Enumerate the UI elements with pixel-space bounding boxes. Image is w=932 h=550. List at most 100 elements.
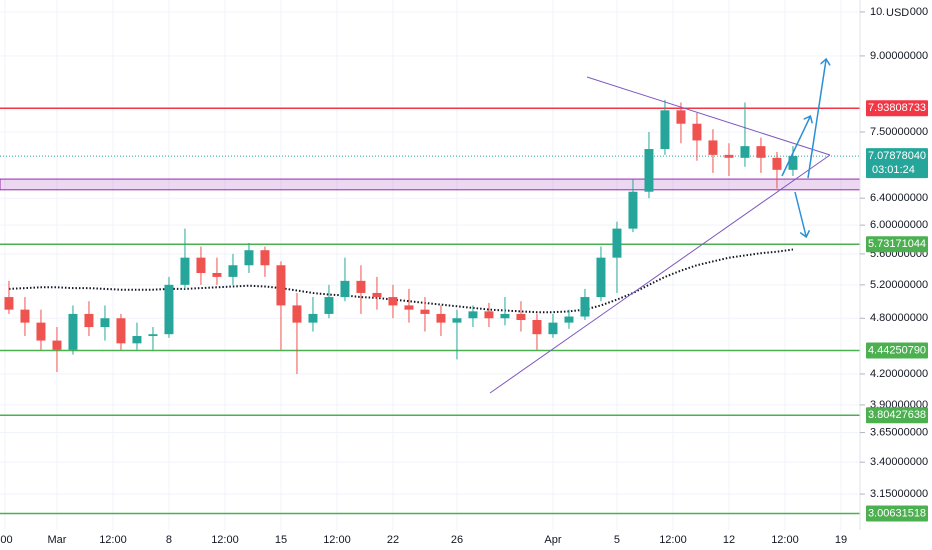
candle-body xyxy=(52,340,62,350)
candle-body xyxy=(644,149,654,192)
currency-bg xyxy=(884,6,910,19)
candle-body xyxy=(260,250,270,266)
level-label: 3.00631518 xyxy=(868,507,926,519)
x-tick-label: 19 xyxy=(835,534,847,546)
x-tick-label: 5 xyxy=(614,534,620,546)
support-trendline xyxy=(489,154,831,394)
x-tick-label: 12:00 xyxy=(99,534,127,546)
candle-body xyxy=(660,110,670,150)
x-tick-label: :00 xyxy=(0,534,13,546)
y-tick-label: 3.65000000 xyxy=(870,426,928,438)
zone xyxy=(0,178,861,191)
candle-body xyxy=(4,297,14,310)
candle-body xyxy=(372,292,382,298)
level-label-bg xyxy=(866,407,928,424)
candle-body xyxy=(100,318,110,328)
candle-body xyxy=(452,318,462,323)
candle-body xyxy=(196,257,206,273)
last-price-label: 7.07878040 xyxy=(868,150,926,162)
candle-body xyxy=(436,313,446,323)
candle-body xyxy=(724,154,734,158)
candle-body xyxy=(68,313,78,350)
y-tick-label: 4.80000000 xyxy=(870,312,928,324)
x-tick-label: 12:00 xyxy=(211,534,239,546)
x-tick-label: 12:00 xyxy=(659,534,687,546)
y-tick-label: 9.00000000 xyxy=(870,50,928,62)
candle-body xyxy=(516,313,526,320)
candle-body xyxy=(180,257,190,285)
candle-body xyxy=(676,110,686,124)
last-price-bg xyxy=(866,148,928,179)
x-tick-label: 8 xyxy=(166,534,172,546)
candle-body xyxy=(148,334,158,337)
candle-body xyxy=(612,228,622,258)
candle-body xyxy=(564,316,574,323)
level-label-bg xyxy=(866,236,928,253)
x-tick-label: 12:00 xyxy=(771,534,799,546)
candle-body xyxy=(20,309,30,323)
candle-body xyxy=(548,322,558,335)
candle-body xyxy=(404,305,414,310)
candle-body xyxy=(308,313,318,323)
price-axis xyxy=(860,0,932,550)
plot-area xyxy=(0,0,861,530)
candle-body xyxy=(276,265,286,306)
resistance-trendline xyxy=(586,76,831,156)
candle-body xyxy=(740,146,750,158)
candle-body xyxy=(420,309,430,314)
moving-average xyxy=(8,248,794,314)
x-tick-label: Apr xyxy=(544,534,561,546)
y-tick-label: 3.40000000 xyxy=(870,456,928,468)
level-label: 7.93808733 xyxy=(868,102,926,114)
y-tick-label: 7.50000000 xyxy=(870,126,928,138)
candle-body xyxy=(756,146,766,158)
y-tick-label: 3.15000000 xyxy=(870,488,928,500)
candle-body xyxy=(788,156,798,170)
level-label-bg xyxy=(866,505,928,522)
candle-body xyxy=(708,140,718,155)
drawings xyxy=(489,60,831,394)
time-axis xyxy=(0,530,860,550)
candle-body xyxy=(36,322,46,341)
candle-body xyxy=(356,280,366,293)
y-tick-label: 6.40000000 xyxy=(870,192,928,204)
candle-body xyxy=(596,257,606,298)
candle-body xyxy=(388,297,398,306)
candle-body xyxy=(116,318,126,344)
candle-body xyxy=(212,272,222,277)
candle-body xyxy=(324,297,334,314)
level-label-bg xyxy=(866,100,928,117)
countdown: 03:01:24 xyxy=(872,164,915,176)
x-tick-label: 15 xyxy=(275,534,287,546)
arrow-up xyxy=(807,60,826,179)
x-tick-label: 12 xyxy=(723,534,735,546)
candle-body xyxy=(468,311,478,319)
level-label-bg xyxy=(866,342,928,359)
candle-body xyxy=(132,336,142,344)
level-label: 4.44250790 xyxy=(868,344,926,356)
y-tick-label: 6.00000000 xyxy=(870,219,928,231)
candle-body xyxy=(292,305,302,323)
candle-body xyxy=(84,313,94,328)
candle-body xyxy=(228,265,238,277)
x-tick-label: Mar xyxy=(47,534,66,546)
currency: USD xyxy=(886,7,909,19)
y-tick-label: 5.20000000 xyxy=(870,279,928,291)
candle-body xyxy=(772,157,782,170)
arrow-down xyxy=(794,191,806,236)
axis-labels: 7.93808733 5.73171044 4.44250790 3.80427638… xyxy=(866,100,928,522)
candle-body xyxy=(244,250,254,266)
x-tick-label: 12:00 xyxy=(323,534,351,546)
candle-body xyxy=(340,280,350,298)
candle-body xyxy=(692,123,702,141)
level-label: 3.80427638 xyxy=(868,409,926,421)
arrow-up xyxy=(781,117,810,177)
candle-body xyxy=(500,313,510,319)
x-tick-label: 22 xyxy=(387,534,399,546)
x-tick-label: 26 xyxy=(451,534,463,546)
candle-body xyxy=(628,191,638,229)
candle-body xyxy=(532,319,542,335)
level-label: 5.73171044 xyxy=(868,238,926,250)
